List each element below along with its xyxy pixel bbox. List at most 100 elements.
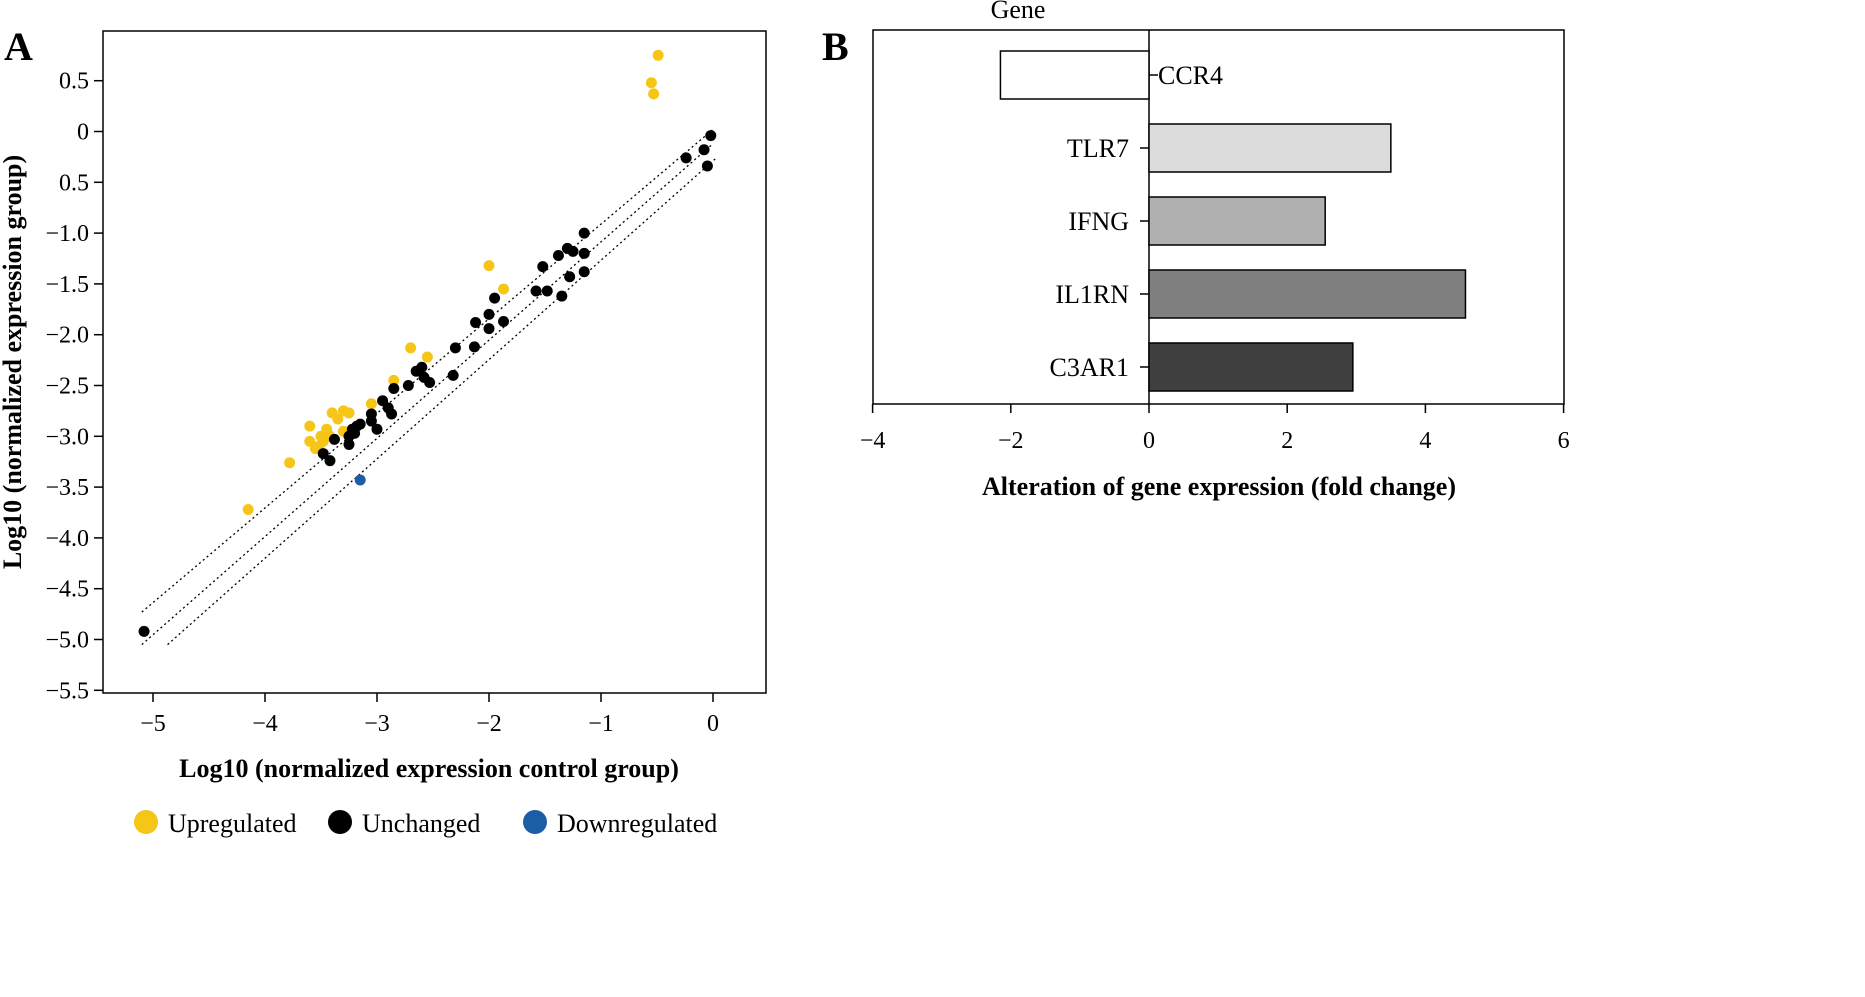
- point-unchanged: [410, 365, 422, 377]
- y-tick-label: 0.5: [59, 170, 89, 196]
- x-tick-label: −2: [476, 711, 502, 737]
- legend-label-up: Upregulated: [168, 809, 297, 838]
- point-upregulated: [242, 503, 254, 515]
- y-tick-label: −2.0: [45, 323, 89, 349]
- bar-x-tick-label: 6: [1558, 428, 1570, 454]
- point-unchanged: [541, 285, 553, 297]
- bar-x-axis-ticks: −4 −2 0 2 4 6: [860, 404, 1570, 454]
- point-upregulated: [652, 49, 664, 61]
- reference-line-identity: [141, 143, 714, 646]
- bar-ifng: [1148, 196, 1326, 246]
- bar-c3ar1: [1148, 342, 1354, 392]
- point-unchanged: [556, 290, 568, 302]
- point-upregulated: [645, 77, 657, 89]
- point-upregulated: [309, 442, 321, 454]
- legend-swatch-up: [134, 810, 158, 834]
- y-tick-label: −4.5: [45, 577, 89, 603]
- y-tick-label: −5.0: [45, 628, 89, 654]
- bar-x-tick-label: −4: [860, 428, 886, 454]
- point-unchanged: [343, 430, 355, 442]
- point-unchanged: [328, 433, 340, 445]
- x-tick-label: −5: [140, 711, 166, 737]
- point-upregulated: [343, 407, 355, 419]
- bar-tlr7: [1148, 123, 1392, 173]
- point-unchanged: [388, 383, 400, 395]
- x-axis-title: Log10 (normalized expression control gro…: [179, 754, 679, 783]
- point-unchanged: [402, 380, 414, 391]
- panel-a-label: A: [4, 24, 33, 69]
- point-unchanged: [567, 245, 579, 257]
- x-tick-label: −3: [364, 711, 390, 737]
- point-unchanged: [371, 423, 383, 435]
- y-tick-label: −1.5: [45, 272, 89, 298]
- point-upregulated: [648, 88, 660, 100]
- panel-b-label: B: [822, 24, 849, 69]
- reference-lines: [141, 128, 716, 646]
- bar-x-tick-label: 2: [1281, 428, 1293, 454]
- point-unchanged: [449, 342, 461, 354]
- point-unchanged: [483, 308, 495, 320]
- bar-x-tick-label: 4: [1419, 428, 1431, 454]
- point-unchanged: [317, 448, 329, 460]
- point-unchanged: [424, 376, 436, 388]
- point-unchanged: [365, 415, 377, 427]
- point-upregulated: [498, 283, 510, 295]
- y-tick-label: −1.0: [45, 221, 89, 247]
- point-unchanged: [324, 455, 336, 467]
- point-unchanged: [552, 249, 564, 261]
- point-upregulated: [388, 374, 400, 386]
- point-unchanged: [530, 285, 542, 297]
- legend-label-unchanged: Unchanged: [362, 809, 480, 838]
- point-unchanged: [470, 317, 482, 329]
- y-tick-label: −4.0: [45, 526, 89, 552]
- point-unchanged: [578, 247, 590, 259]
- y-tick-label: −3.5: [45, 475, 89, 501]
- y-tick-label: −3.0: [45, 424, 89, 450]
- y-tick-label: 0: [77, 120, 89, 146]
- point-unchanged: [138, 625, 150, 637]
- bar-x-tick-label: −2: [998, 428, 1024, 454]
- point-unchanged: [386, 408, 398, 420]
- x-tick-label: −1: [588, 711, 614, 737]
- y-tick-label: −2.5: [45, 374, 89, 400]
- point-unchanged: [578, 227, 590, 239]
- y-axis-ticks: 0.5 0 0.5 −1.0 −1.5 −2.0 −2.5 −3.0 −3.5 −4.0 −4.5 −…: [45, 69, 103, 704]
- gene-header: Gene: [991, 0, 1046, 24]
- point-upregulated: [483, 260, 495, 272]
- point-unchanged: [468, 341, 480, 353]
- gene-label-ifng: IFNG: [1068, 207, 1129, 236]
- x-tick-label: 0: [707, 711, 719, 737]
- legend-swatch-down: [523, 810, 547, 834]
- reference-line-lower: [167, 158, 716, 646]
- bar-ccr4: [999, 50, 1150, 100]
- y-tick-label: −5.5: [45, 678, 89, 704]
- point-upregulated: [332, 413, 344, 425]
- bar-plot-area: [872, 29, 1565, 405]
- point-unchanged: [489, 292, 501, 304]
- bar-x-tick-label: 0: [1143, 428, 1155, 454]
- gene-label-c3ar1: C3AR1: [1050, 353, 1129, 382]
- point-unchanged: [680, 152, 692, 164]
- point-unchanged: [564, 271, 576, 283]
- reference-line-upper: [141, 128, 714, 613]
- point-upregulated: [304, 420, 316, 432]
- point-unchanged: [483, 323, 495, 335]
- scatter-plot-panel: 0.5 0 0.5 −1.0 −1.5 −2.0 −2.5 −3.0 −3.5 −4.0 −4.5 −…: [0, 30, 767, 783]
- point-unchanged: [498, 315, 510, 327]
- point-upregulated: [405, 342, 417, 354]
- point-unchanged: [537, 261, 549, 273]
- y-axis-title: Log10 (normalized expression group): [0, 155, 27, 569]
- point-upregulated: [284, 457, 296, 469]
- gene-label-tlr7: TLR7: [1067, 134, 1129, 163]
- scatter-plot-area: [102, 30, 767, 694]
- bars: CCR4 TLR7 IFNG IL1RN C3AR1: [999, 30, 1467, 404]
- bar-il1rn: [1148, 269, 1467, 319]
- gene-label-ccr4: CCR4: [1158, 61, 1223, 90]
- x-tick-label: −4: [252, 711, 278, 737]
- point-unchanged: [701, 160, 713, 172]
- y-tick-label: 0.5: [59, 69, 89, 95]
- legend: Upregulated Unchanged Downregulated: [134, 809, 717, 838]
- point-unchanged: [705, 130, 717, 142]
- point-unchanged: [578, 266, 590, 278]
